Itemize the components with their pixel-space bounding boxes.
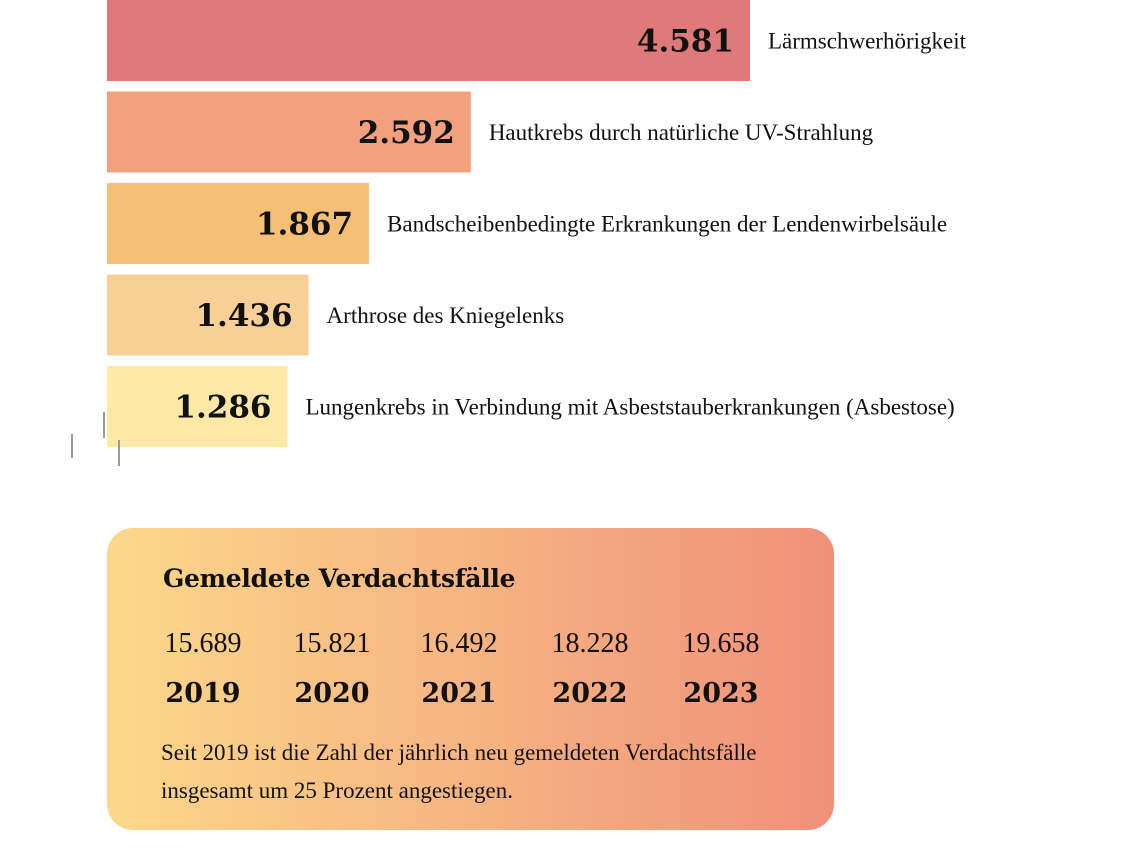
summary-years: 15.689 2019 15.821 2020 16.492 2021 18.228 2022… [107, 624, 834, 724]
year-column: 18.228 2022 [525, 624, 655, 712]
year-count: 16.492 [420, 628, 498, 659]
bar-value-label: 4.581 [637, 24, 734, 60]
year-label: 2020 [294, 678, 370, 709]
bar-category-label: Lungenkrebs in Verbindung mit Asbeststau… [306, 395, 955, 420]
bar-category-label: Bandscheibenbedingte Erkrankungen der Le… [387, 212, 947, 237]
year-label: 2021 [421, 678, 497, 709]
year-column: 15.821 2020 [267, 624, 397, 712]
year-label: 2019 [165, 678, 241, 709]
year-count: 15.689 [164, 628, 242, 659]
bar [107, 366, 288, 447]
bar [107, 183, 370, 264]
summary-title: Gemeldete Verdachtsfälle [163, 564, 516, 593]
summary-note: Seit 2019 ist die Zahl der jährlich neu … [161, 740, 757, 803]
year-count: 19.658 [682, 628, 760, 659]
bar-value-label: 2.592 [358, 115, 455, 151]
bar [107, 274, 309, 356]
bar-category-label: Hautkrebs durch natürliche UV-Strahlung [489, 120, 874, 145]
bar [107, 0, 750, 81]
year-column: 19.658 2023 [656, 624, 786, 712]
year-label: 2022 [552, 678, 628, 709]
bar-value-label: 1.286 [174, 390, 271, 426]
year-count: 18.228 [551, 628, 629, 659]
bar-category-label: Arthrose des Kniegelenks [327, 303, 565, 328]
summary-box: Gemeldete Verdachtsfälle 15.689 2019 15.82… [107, 528, 834, 830]
year-count: 15.821 [293, 628, 371, 659]
bar [107, 91, 471, 173]
bar-value-label: 1.867 [256, 207, 353, 243]
horizontal-bar-chart: 4.581 Lärmschwerhörigkeit 2.592 Hautkrebs d… [71, 0, 967, 466]
bar-value-label: 1.436 [195, 298, 292, 334]
bars-group: 4.581 Lärmschwerhörigkeit 2.592 Hautkrebs d… [107, 0, 967, 447]
bar-category-label: Lärmschwerhörigkeit [768, 29, 967, 54]
year-label: 2023 [683, 678, 759, 709]
year-column: 15.689 2019 [138, 624, 268, 712]
year-column: 16.492 2021 [394, 624, 524, 712]
